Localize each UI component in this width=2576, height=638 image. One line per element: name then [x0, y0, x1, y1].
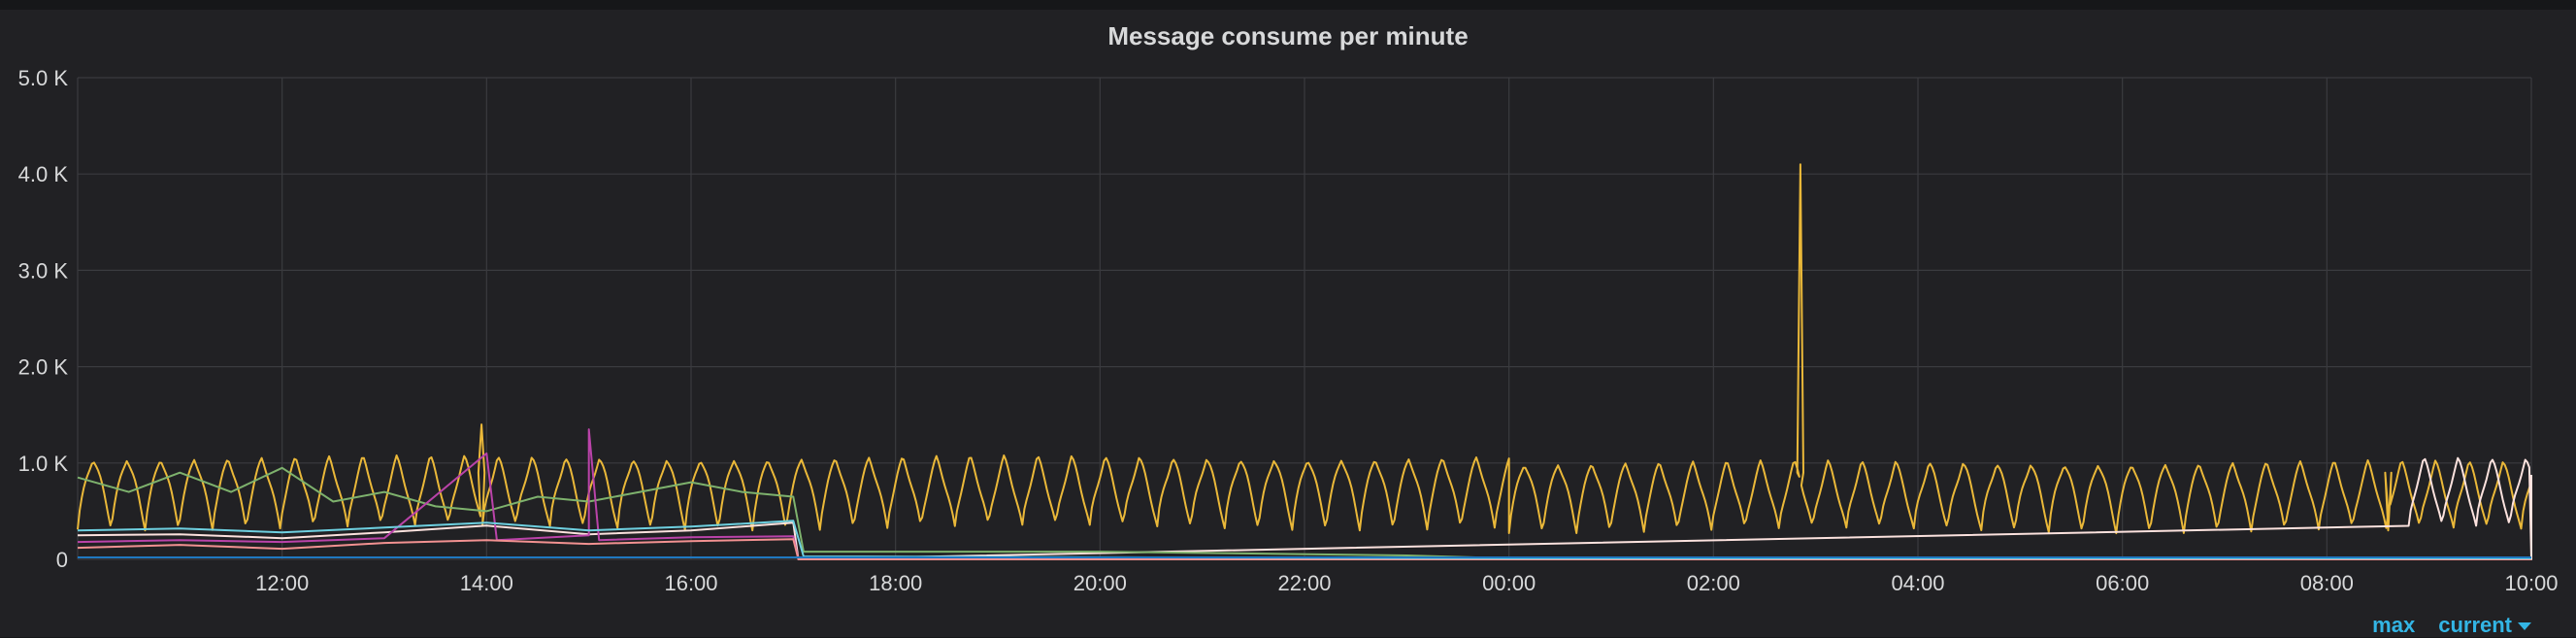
y-axis: 0 1.0 K 2.0 K 3.0 K 4.0 K 5.0 K: [18, 66, 69, 572]
series-line: [77, 428, 2531, 560]
x-tick-label: 10:00: [2504, 571, 2558, 595]
x-tick-label: 12:00: [255, 571, 309, 595]
x-tick-label: 04:00: [1891, 571, 1944, 595]
x-axis: 12:00 14:00 16:00 18:00 20:00 22:00 00:00 02:00…: [255, 571, 2558, 595]
x-tick-label: 22:00: [1277, 571, 1331, 595]
panel-title[interactable]: Message consume per minute: [1107, 21, 1469, 50]
x-tick-label: 14:00: [460, 571, 513, 595]
y-tick-label: 2.0 K: [18, 355, 69, 380]
y-tick-label: 1.0 K: [18, 452, 69, 476]
y-tick-label: 0: [56, 548, 68, 572]
caret-down-icon: [2518, 622, 2531, 631]
legend-column-current-label: current: [2438, 613, 2512, 637]
y-tick-label: 3.0 K: [18, 258, 69, 283]
y-tick-label: 4.0 K: [18, 162, 69, 186]
x-tick-label: 06:00: [2096, 571, 2149, 595]
series-line: [77, 466, 2531, 559]
x-tick-label: 08:00: [2300, 571, 2354, 595]
series-group: [77, 163, 2532, 560]
x-tick-label: 18:00: [869, 571, 922, 595]
x-tick-label: 00:00: [1482, 571, 1536, 595]
legend-header: max current: [2372, 613, 2531, 638]
x-tick-label: 20:00: [1073, 571, 1127, 595]
legend-column-max[interactable]: max: [2372, 613, 2416, 637]
x-tick-label: 16:00: [664, 571, 717, 595]
graph-panel: Message consume per minute: [0, 10, 2576, 637]
series-line: [77, 163, 2532, 535]
legend-column-current[interactable]: current: [2438, 613, 2531, 638]
y-tick-label: 5.0 K: [18, 66, 69, 90]
series-line: [77, 538, 2531, 560]
x-tick-label: 02:00: [1687, 571, 1740, 595]
grid: [77, 77, 2532, 560]
series-line: [77, 456, 2532, 560]
